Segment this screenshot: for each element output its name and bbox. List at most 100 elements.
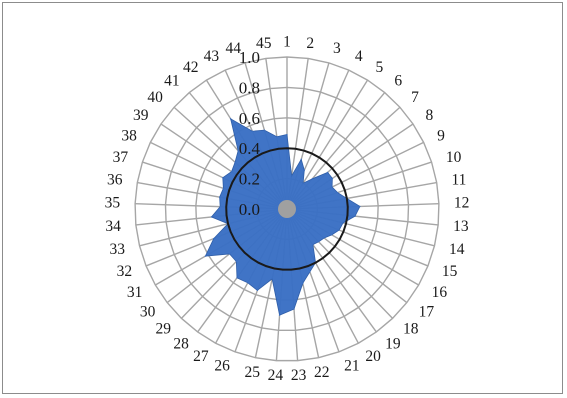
category-label-7: 7 bbox=[411, 89, 419, 106]
data-point-10 bbox=[336, 191, 339, 194]
category-label-12: 12 bbox=[454, 195, 470, 212]
category-label-8: 8 bbox=[425, 107, 433, 124]
category-label-15: 15 bbox=[442, 263, 458, 280]
data-point-31 bbox=[204, 255, 206, 257]
tick-label-0.6: 0.6 bbox=[239, 109, 260, 128]
data-point-39 bbox=[230, 171, 233, 173]
data-point-12 bbox=[359, 205, 361, 208]
category-label-44: 44 bbox=[225, 40, 241, 57]
data-point-21 bbox=[309, 271, 311, 273]
data-point-25 bbox=[271, 278, 273, 280]
center-hub bbox=[278, 200, 296, 218]
category-label-35: 35 bbox=[105, 195, 121, 212]
category-label-2: 2 bbox=[306, 35, 314, 52]
category-label-6: 6 bbox=[394, 73, 402, 90]
data-point-16 bbox=[331, 234, 333, 236]
radial-tick-labels: 0.0 0.2 0.4 0.6 0.8 1.0 bbox=[239, 48, 261, 219]
series-area-layer bbox=[204, 117, 361, 316]
category-label-32: 32 bbox=[117, 263, 133, 280]
category-label-11: 11 bbox=[451, 172, 466, 189]
category-label-25: 25 bbox=[245, 364, 261, 381]
data-point-18 bbox=[318, 241, 320, 243]
data-point-9 bbox=[331, 186, 333, 188]
data-point-32 bbox=[213, 238, 215, 240]
data-point-36 bbox=[219, 196, 221, 198]
category-label-10: 10 bbox=[446, 149, 462, 166]
category-labels: 1 2 3 4567891011121314151617181920212223242… bbox=[105, 34, 470, 385]
category-label-1: 1 bbox=[283, 34, 291, 51]
category-label-41: 41 bbox=[164, 73, 180, 90]
data-point-37 bbox=[222, 187, 224, 189]
category-label-26: 26 bbox=[214, 357, 230, 374]
grid-ring-5 bbox=[134, 56, 440, 362]
data-point-24 bbox=[278, 314, 281, 316]
data-point-35 bbox=[219, 206, 221, 208]
data-point-4 bbox=[303, 169, 305, 171]
data-point-6 bbox=[311, 178, 314, 180]
category-label-5: 5 bbox=[375, 59, 383, 76]
category-label-29: 29 bbox=[155, 321, 171, 338]
category-label-17: 17 bbox=[419, 303, 435, 320]
data-point-13 bbox=[354, 215, 356, 217]
chart-frame: 1 2 3 4 5 6 7 8 9 10 11 12 13 14 15 16 17 18 19 20 21 22 23 24 2… bbox=[2, 2, 563, 394]
category-label-14: 14 bbox=[449, 241, 465, 258]
data-point-5 bbox=[302, 182, 304, 184]
category-label-37: 37 bbox=[113, 149, 129, 166]
tick-label-1.0: 1.0 bbox=[239, 48, 260, 67]
category-label-28: 28 bbox=[173, 336, 189, 353]
tick-label-0.8: 0.8 bbox=[239, 78, 260, 97]
data-point-34 bbox=[210, 216, 213, 218]
data-point-27 bbox=[247, 282, 249, 284]
category-label-19: 19 bbox=[385, 336, 401, 353]
category-label-18: 18 bbox=[403, 321, 419, 338]
data-point-42 bbox=[230, 118, 232, 120]
data-point-38 bbox=[222, 177, 224, 179]
data-point-44 bbox=[263, 129, 265, 131]
data-point-29 bbox=[235, 260, 237, 263]
radar-chart: 1 2 3 4567891011121314151617181920212223242… bbox=[105, 34, 470, 385]
reference-circle-layer bbox=[225, 147, 349, 271]
category-label-36: 36 bbox=[107, 172, 123, 189]
category-label-21: 21 bbox=[344, 357, 360, 374]
category-label-22: 22 bbox=[314, 364, 330, 381]
data-point-40 bbox=[234, 161, 236, 163]
data-point-28 bbox=[236, 277, 238, 279]
grid-ring-4 bbox=[164, 86, 410, 332]
tick-label-0.2: 0.2 bbox=[239, 170, 260, 189]
category-label-9: 9 bbox=[437, 127, 445, 144]
category-label-24: 24 bbox=[268, 367, 284, 384]
data-point-43 bbox=[251, 130, 253, 132]
category-label-40: 40 bbox=[147, 89, 163, 106]
data-point-8 bbox=[331, 177, 333, 180]
data-point-41 bbox=[237, 150, 239, 152]
data-point-23 bbox=[293, 308, 295, 310]
data-point-45 bbox=[276, 136, 278, 138]
category-label-30: 30 bbox=[140, 303, 156, 320]
category-label-38: 38 bbox=[121, 127, 137, 144]
series-area bbox=[204, 117, 361, 316]
data-point-3 bbox=[300, 158, 302, 160]
category-label-23: 23 bbox=[291, 367, 307, 384]
category-label-42: 42 bbox=[183, 59, 199, 76]
category-label-3: 3 bbox=[333, 40, 341, 57]
data-point-15 bbox=[338, 229, 340, 231]
category-label-13: 13 bbox=[453, 218, 469, 235]
data-point-7 bbox=[327, 171, 329, 173]
category-label-34: 34 bbox=[105, 218, 121, 235]
category-label-27: 27 bbox=[193, 348, 209, 365]
data-point-19 bbox=[312, 244, 314, 246]
tick-label-0.4: 0.4 bbox=[239, 139, 261, 158]
data-point-22 bbox=[302, 282, 304, 284]
data-point-30 bbox=[228, 253, 231, 255]
data-point-2 bbox=[291, 175, 293, 177]
category-label-20: 20 bbox=[365, 348, 381, 365]
category-label-33: 33 bbox=[109, 241, 125, 258]
data-point-17 bbox=[323, 237, 325, 239]
category-label-16: 16 bbox=[432, 284, 448, 301]
category-label-31: 31 bbox=[127, 284, 143, 301]
category-label-43: 43 bbox=[204, 48, 220, 65]
tick-label-0.0: 0.0 bbox=[239, 200, 260, 219]
category-label-4: 4 bbox=[355, 48, 363, 65]
data-point-26 bbox=[256, 289, 258, 292]
data-point-14 bbox=[342, 222, 344, 224]
